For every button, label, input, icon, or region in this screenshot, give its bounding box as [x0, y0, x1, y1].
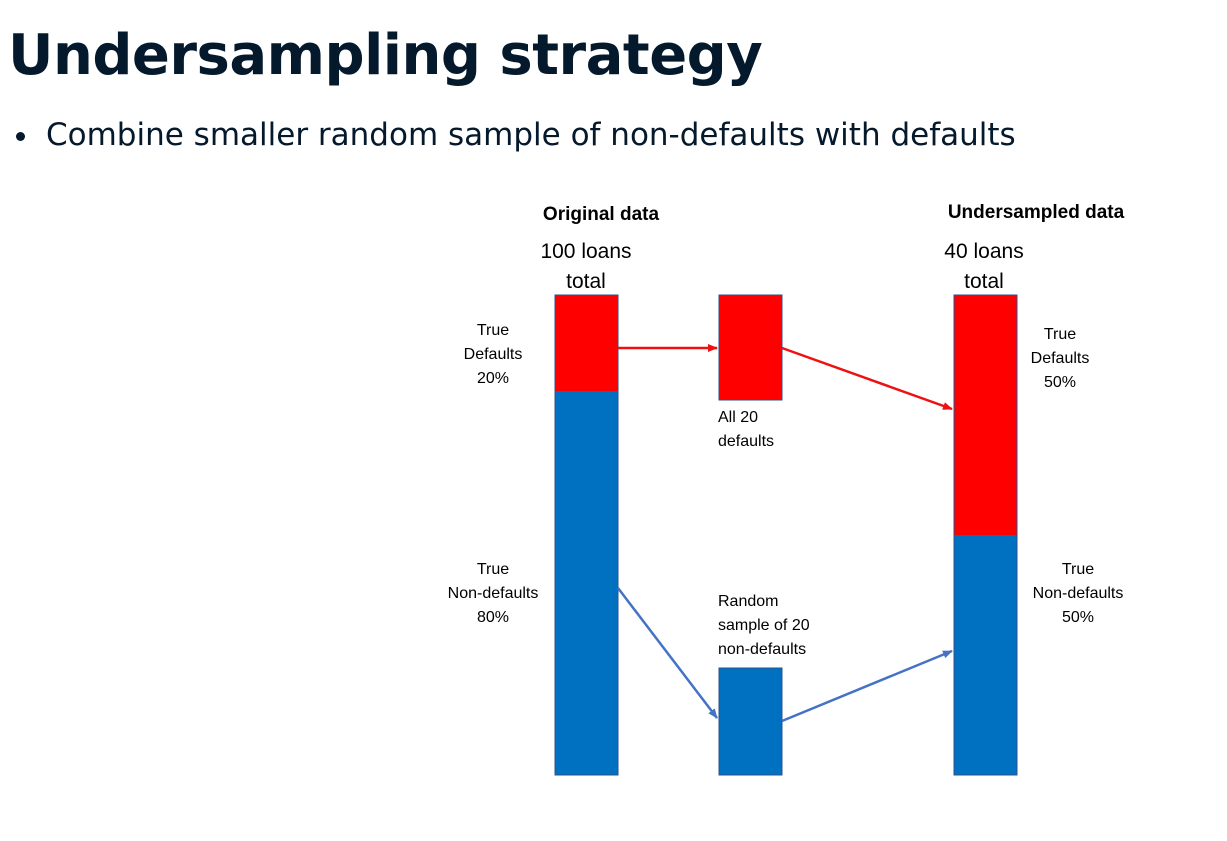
caption-line: All 20: [718, 409, 758, 426]
label-line: True: [1062, 561, 1094, 578]
label-line: True: [1044, 326, 1076, 343]
undersampled-nondefaults-segment: [954, 535, 1017, 775]
original-defaults-label: True Defaults 20%: [464, 322, 523, 387]
undersampled-bar-outline: [953, 294, 1018, 776]
label-line: Defaults: [1031, 350, 1090, 367]
label-line: 50%: [1062, 609, 1094, 626]
original-data-heading: Original data: [543, 204, 660, 225]
undersampled-defaults-label: True Defaults 50%: [1031, 326, 1090, 391]
bullet-dot-icon: [16, 132, 25, 141]
original-bar-outline: [554, 294, 619, 776]
original-nondefaults-label: True Non-defaults 80%: [448, 561, 539, 626]
original-bar: [554, 294, 619, 776]
slide-title: Undersampling strategy: [8, 23, 763, 88]
bullet-list: Combine smaller random sample of non-def…: [16, 112, 1016, 158]
undersampled-count-line2: total: [964, 270, 1004, 293]
caption-line: sample of 20: [718, 617, 810, 634]
all-defaults-block-outline: [718, 294, 783, 401]
undersampled-nondefaults-label: True Non-defaults 50%: [1033, 561, 1124, 626]
original-defaults-segment: [555, 295, 618, 391]
bullet-text: Combine smaller random sample of non-def…: [46, 117, 1016, 153]
original-nondefaults-segment: [555, 391, 618, 775]
label-line: 50%: [1044, 374, 1076, 391]
caption-line: Random: [718, 593, 778, 610]
label-line: True: [477, 561, 509, 578]
caption-line: non-defaults: [718, 641, 806, 658]
sampled-nondefaults-block: [719, 668, 782, 775]
nondefaults-to-sample-arrow: [617, 587, 718, 719]
sample-to-undersampled-arrow: [781, 649, 953, 723]
label-line: Non-defaults: [448, 585, 539, 602]
label-line: True: [477, 322, 509, 339]
defaults-to-undersampled-arrow: [781, 346, 953, 411]
bullet-item: Combine smaller random sample of non-def…: [16, 112, 1016, 158]
label-line: 80%: [477, 609, 509, 626]
original-count-line1: 100 loans: [540, 240, 631, 263]
label-line: Defaults: [464, 346, 523, 363]
original-count-line2: total: [566, 270, 606, 293]
all-defaults-block: [719, 295, 782, 400]
caption-line: defaults: [718, 433, 774, 450]
undersampled-data-heading: Undersampled data: [948, 202, 1125, 223]
sampled-nondefaults-block-outline: [718, 667, 783, 776]
undersampled-bar: [953, 294, 1018, 776]
random-sample-caption: Random sample of 20 non-defaults: [718, 593, 810, 658]
undersampled-count-line1: 40 loans: [944, 240, 1023, 263]
label-line: 20%: [477, 370, 509, 387]
undersampled-defaults-segment: [954, 295, 1017, 535]
label-line: Non-defaults: [1033, 585, 1124, 602]
all-defaults-caption: All 20 defaults: [718, 409, 774, 450]
